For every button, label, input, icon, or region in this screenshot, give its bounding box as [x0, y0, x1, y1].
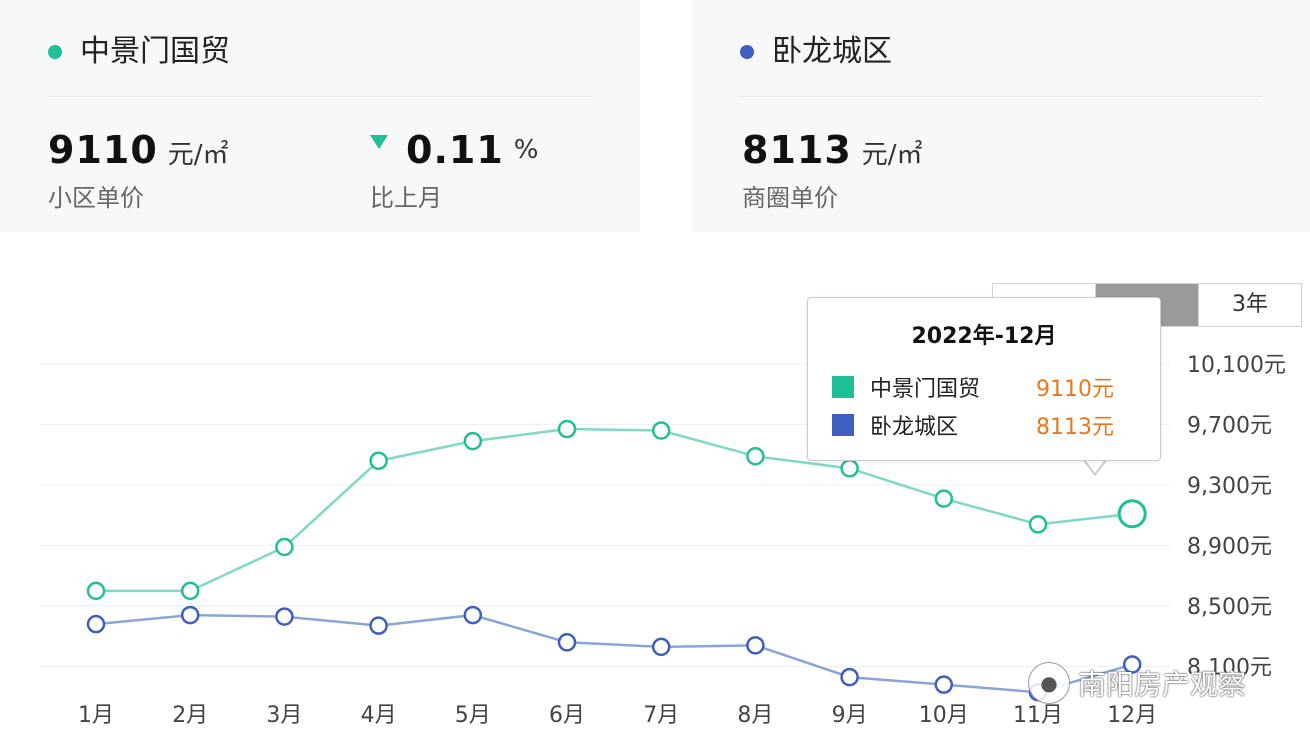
wechat-icon: ●	[1028, 662, 1070, 704]
series-dot-icon	[48, 45, 62, 59]
district-price-unit: 元/㎡	[861, 140, 923, 170]
series-line	[95, 613, 1133, 694]
tooltip-title: 2022年-12月	[911, 324, 1057, 349]
card-header: 中景门国贸	[48, 30, 592, 97]
x-tick-label: 6月	[549, 703, 585, 728]
x-tick-label: 11月	[1013, 703, 1063, 728]
community-price-label: 小区单价	[48, 184, 144, 212]
community-name: 中景门国贸	[80, 34, 230, 69]
month-change-value: 0.11	[406, 128, 504, 172]
x-tick-label: 7月	[643, 703, 679, 728]
y-tick-label: 9,300元	[1187, 474, 1272, 499]
district-price-label: 商圈单价	[742, 184, 838, 212]
data-point	[746, 636, 765, 655]
data-point	[651, 637, 671, 657]
x-tick-label: 3月	[266, 703, 302, 728]
tooltip-arrow-fill	[1083, 457, 1107, 473]
data-point	[1117, 499, 1147, 529]
data-point	[275, 537, 294, 557]
data-point	[557, 419, 577, 439]
month-change-label: 比上月	[370, 184, 442, 212]
tooltip-series-value: 9110元	[1036, 377, 1114, 402]
x-tick-label: 5月	[455, 703, 491, 728]
data-point	[180, 605, 200, 625]
x-tick-label: 2月	[172, 703, 208, 728]
community-price-unit: 元/㎡	[167, 140, 229, 170]
series-swatch-icon	[832, 414, 854, 436]
data-point	[651, 421, 671, 440]
y-tick-label: 10,100元	[1187, 353, 1286, 378]
data-point	[369, 451, 388, 471]
data-point	[840, 667, 859, 687]
community-price-card: 中景门国贸 9110 元/㎡ 小区单价 0.11 % 比上月	[0, 0, 640, 232]
y-tick-label: 8,500元	[1187, 595, 1272, 620]
x-tick-label: 12月	[1107, 703, 1157, 728]
watermark: ● 南阳房产观察	[1028, 662, 1246, 704]
data-point	[1028, 515, 1048, 534]
tooltip-row: 中景门国贸 9110元	[832, 372, 1136, 402]
data-point	[369, 616, 388, 635]
data-point	[463, 431, 483, 451]
data-point	[1122, 655, 1142, 674]
series-dot-icon	[740, 45, 754, 59]
x-tick-label: 1月	[78, 703, 114, 728]
data-point	[86, 614, 106, 634]
data-point	[934, 675, 954, 694]
data-point	[746, 447, 765, 466]
x-tick-label: 8月	[737, 703, 773, 728]
tooltip-series-name: 中景门国贸	[870, 377, 981, 402]
x-tick-label: 4月	[361, 703, 397, 728]
y-tick-label: 8,100元	[1187, 656, 1272, 681]
month-change-stat: 0.11 % 比上月	[370, 128, 538, 213]
data-point	[840, 459, 859, 478]
month-change-unit: %	[513, 135, 539, 165]
data-point	[86, 581, 106, 601]
tooltip-series-name: 卧龙城区	[870, 415, 959, 440]
y-tick-label: 9,700元	[1187, 414, 1272, 439]
x-tick-label: 9月	[832, 703, 868, 728]
tooltip-series-value: 8113元	[1036, 415, 1114, 440]
tooltip-row: 卧龙城区 8113元	[832, 410, 1136, 440]
community-price-value: 9110	[48, 128, 158, 172]
district-name: 卧龙城区	[772, 34, 892, 69]
down-triangle-icon	[370, 135, 388, 149]
watermark-text: 南阳房产观察	[1078, 668, 1247, 701]
card-header: 卧龙城区	[740, 30, 1262, 97]
series-line	[96, 427, 1133, 593]
series-swatch-icon	[832, 376, 854, 398]
x-tick-label: 10月	[919, 703, 969, 728]
range-option-3[interactable]: 3年	[1198, 284, 1301, 326]
chart-tooltip: 2022年-12月 中景门国贸 9110元 卧龙城区 8113元	[807, 297, 1161, 461]
district-price-stat: 8113 元/㎡ 商圈单价	[742, 128, 923, 213]
district-price-card: 卧龙城区 8113 元/㎡ 商圈单价	[692, 0, 1310, 232]
data-point	[180, 581, 200, 601]
data-point	[275, 607, 294, 626]
community-price-stat: 9110 元/㎡ 小区单价	[48, 128, 229, 213]
data-point	[557, 633, 577, 652]
data-point	[934, 489, 954, 508]
district-price-value: 8113	[742, 128, 852, 172]
data-point	[463, 605, 483, 625]
y-tick-label: 8,900元	[1187, 535, 1272, 560]
